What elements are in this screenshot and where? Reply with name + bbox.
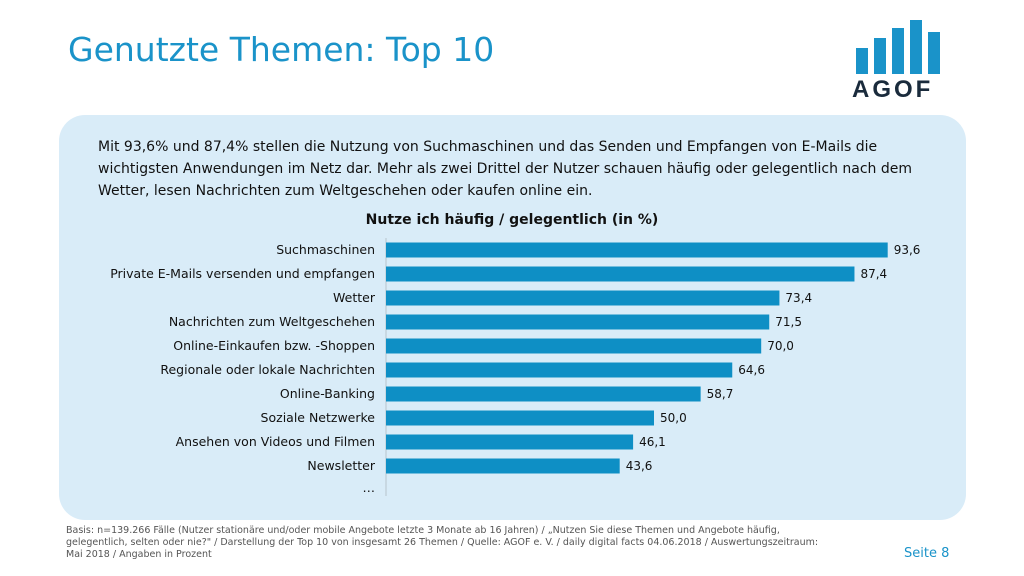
bar: [386, 434, 634, 450]
data-label: 46,1: [639, 435, 666, 449]
page-title: Genutzte Themen: Top 10: [68, 30, 495, 69]
bar: [386, 410, 654, 426]
data-label: 93,6: [894, 243, 921, 257]
ellipsis-label: …: [363, 480, 376, 495]
category-label: Wetter: [333, 290, 376, 305]
data-label: 43,6: [626, 459, 653, 473]
data-label: 71,5: [775, 315, 802, 329]
category-label: Newsletter: [307, 458, 375, 473]
bar: [386, 242, 888, 258]
category-label: Soziale Netzwerke: [261, 410, 376, 425]
bar: [386, 314, 770, 330]
chart-title: Nutze ich häufig / gelegentlich (in %): [365, 212, 659, 228]
agof-logo-bars-icon: [856, 20, 940, 74]
bar: [386, 290, 780, 306]
data-label: 64,6: [738, 363, 765, 377]
bar: [386, 266, 855, 282]
bar: [386, 386, 701, 402]
page-number: Seite 8: [904, 546, 950, 561]
intro-text: Mit 93,6% und 87,4% stellen die Nutzung …: [98, 139, 913, 199]
footnote: Basis: n=139.266 Fälle (Nutzer stationär…: [66, 525, 819, 560]
data-label: 70,0: [767, 339, 794, 353]
data-label: 87,4: [860, 267, 887, 281]
data-label: 73,4: [785, 291, 812, 305]
category-label: Suchmaschinen: [276, 242, 375, 257]
category-label: Private E-Mails versenden und empfangen: [110, 266, 375, 281]
bar: [386, 458, 620, 474]
category-label: Online-Banking: [280, 386, 375, 401]
bar: [386, 338, 762, 354]
category-label: Regionale oder lokale Nachrichten: [160, 362, 375, 377]
category-label: Ansehen von Videos und Filmen: [176, 434, 375, 449]
agof-logo-text: AGOF: [852, 76, 934, 103]
data-label: 50,0: [660, 411, 687, 425]
data-label: 58,7: [707, 387, 734, 401]
category-label: Online-Einkaufen bzw. -Shoppen: [173, 338, 375, 353]
category-label: Nachrichten zum Weltgeschehen: [169, 314, 375, 329]
bar: [386, 362, 733, 378]
